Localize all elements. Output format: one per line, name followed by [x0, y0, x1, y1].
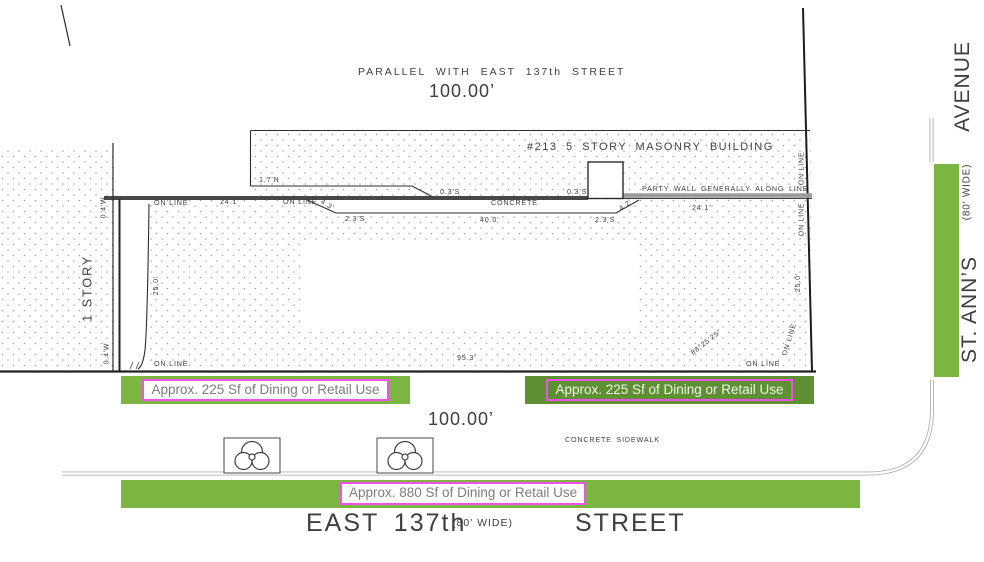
dim-0-3s-right: 0.3'S — [567, 187, 588, 196]
dim-2-3s-right: 2.3'S — [595, 215, 616, 224]
building-label: #213 5 STORY MASONRY BUILDING — [527, 141, 774, 153]
curb-line-gap — [62, 380, 934, 475]
building-notch — [587, 161, 624, 200]
dim-25-0-right: 25.0' — [793, 272, 803, 293]
street-type: STREET — [575, 509, 686, 537]
party-wall-note: PARTY WALL GENERALLY ALONG LINE — [642, 184, 809, 193]
tick-marks — [129, 361, 140, 370]
avenue-type: AVENUE — [950, 41, 974, 132]
neighbor-lot-stipple — [0, 146, 113, 372]
dim-0-4w-top: 0.4'W — [100, 196, 108, 219]
label-right-225: Approx. 225 Sf of Dining or Retail Use — [546, 378, 793, 402]
avenue-name: ST. ANN’S — [958, 255, 982, 364]
on-line-label: ON LINE — [154, 198, 189, 207]
dim-1-7n: 1.7'N — [259, 175, 280, 184]
inner-wall-line — [137, 203, 150, 370]
tree-pit-2 — [376, 437, 434, 474]
street-width-note: (80' WIDE) — [452, 517, 514, 529]
tree-pit-1 — [223, 437, 281, 474]
tree-icon — [234, 440, 270, 471]
east-boundary-line — [802, 7, 813, 372]
dim-40-0: 40.0' — [480, 215, 500, 224]
neighbor-1-story-label: 1 STORY — [80, 254, 95, 322]
overlay-bar-left-225: Approx. 225 Sf of Dining or Retail Use — [121, 376, 410, 404]
on-line-label: ON LINE — [283, 197, 318, 206]
street-name: EAST 137th — [306, 509, 467, 537]
rear-parallel-note: PARALLEL WITH EAST 137th STREET — [358, 66, 626, 78]
tree-icon — [387, 440, 423, 471]
dim-95-3: 95.3' — [457, 353, 477, 362]
label-bottom-880: Approx. 880 Sf of Dining or Retail Use — [340, 482, 587, 505]
overlay-bar-st-anns — [934, 164, 959, 377]
avenue-width-note: (80' WIDE) — [961, 163, 973, 221]
on-line-label: ON LINE — [798, 151, 806, 186]
on-line-label: ON LINE — [798, 202, 806, 237]
rear-corner-line — [60, 4, 71, 47]
dim-25-0-left: 25.0' — [151, 275, 161, 296]
building-stipple — [251, 131, 811, 198]
dim-24-1-left: 24.1' — [220, 197, 240, 206]
concrete-sidewalk-note: CONCRETE SIDEWALK — [565, 435, 660, 444]
dim-0-4w-bottom: 0.4'W — [103, 342, 111, 365]
lot-open-area — [300, 242, 637, 328]
on-line-label: ON LINE — [746, 359, 781, 368]
dim-24-1-right: 24.1' — [692, 203, 712, 212]
concrete-strip-edge — [305, 198, 640, 214]
building-step-line — [250, 185, 437, 199]
dim-2-3s-left: 2.3'S — [345, 214, 366, 223]
label-left-225: Approx. 225 Sf of Dining or Retail Use — [142, 378, 389, 402]
on-line-label: ON LINE — [154, 359, 189, 368]
concrete-note: CONCRETE — [491, 198, 538, 207]
front-dim-100: 100.00’ — [428, 409, 495, 429]
overlay-bar-bottom-880: Approx. 880 Sf of Dining or Retail Use — [121, 480, 860, 508]
rear-dim-100: 100.00’ — [429, 81, 496, 101]
overlay-bar-right-225: Approx. 225 Sf of Dining or Retail Use — [525, 376, 814, 404]
dim-0-3s-left: 0.3'S — [440, 187, 461, 196]
concrete-strip — [306, 200, 639, 213]
